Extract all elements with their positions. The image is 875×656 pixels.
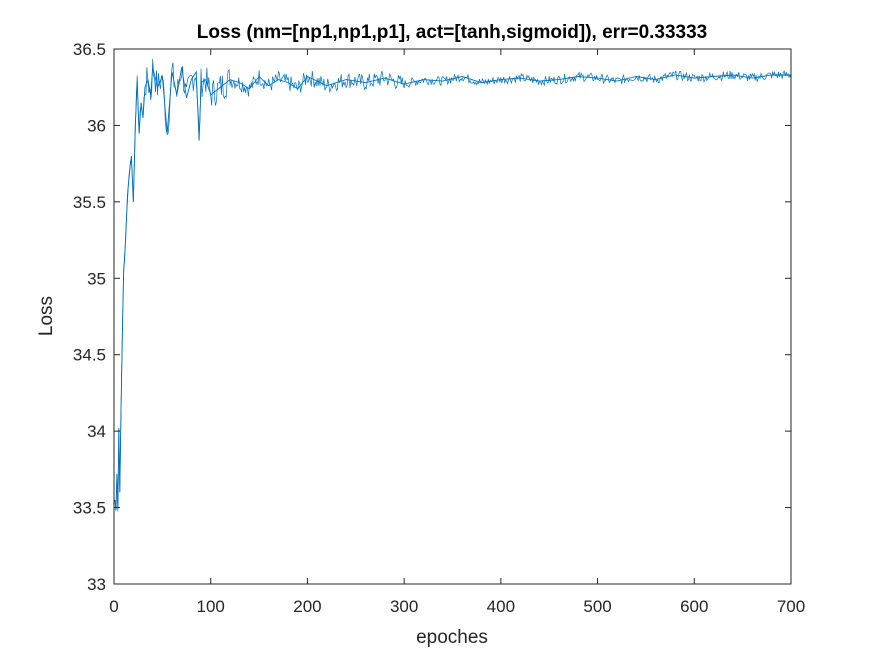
y-axis-ticks: 33 33.5 34 34.5 35 35.5 36 36.5 [73, 40, 791, 594]
y-tick-label: 36 [87, 116, 106, 135]
loss-series-noise [114, 58, 792, 512]
y-axis-label: Loss [36, 296, 57, 336]
x-tick-label: 500 [583, 597, 611, 616]
x-tick-label: 600 [680, 597, 708, 616]
plot-area [114, 49, 791, 584]
axes-box [113, 48, 792, 585]
x-tick-label: 0 [109, 597, 118, 616]
y-tick-label: 34 [87, 422, 106, 441]
chart-title: Loss (nm=[np1,np1,p1], act=[tanh,sigmoid… [197, 22, 708, 43]
y-tick-label: 35 [87, 269, 106, 288]
x-axis-label: epoches [416, 627, 488, 648]
x-axis-ticks: 0 100 200 300 400 500 600 700 [109, 49, 805, 616]
x-tick-label: 200 [293, 597, 321, 616]
x-tick-label: 700 [777, 597, 805, 616]
y-tick-label: 36.5 [73, 40, 106, 59]
y-tick-label: 33 [87, 575, 106, 594]
y-tick-label: 34.5 [73, 346, 106, 365]
x-tick-label: 300 [390, 597, 418, 616]
x-tick-label: 100 [197, 597, 225, 616]
series-layer [114, 58, 792, 512]
y-tick-label: 33.5 [73, 499, 106, 518]
x-tick-label: 400 [487, 597, 515, 616]
y-tick-label: 35.5 [73, 193, 106, 212]
